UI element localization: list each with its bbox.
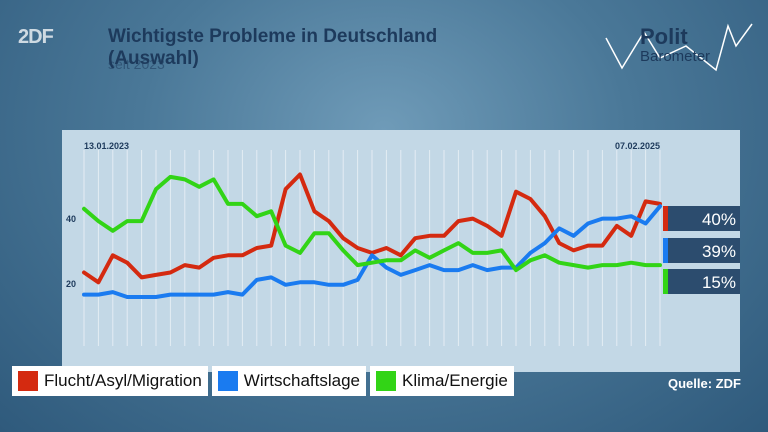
zdf-logo: 2DF [18, 26, 54, 48]
end-label-marker-0 [663, 206, 668, 231]
end-labels: 40% 39% 15% [663, 206, 740, 294]
politbarometer-barometer: Barometer [640, 48, 711, 65]
end-label-box-0 [668, 206, 740, 231]
legend: Flucht/Asyl/Migration Wirtschaftslage Kl… [12, 366, 518, 396]
chart-subtitle: seit 2023 [108, 56, 165, 72]
date-start-label: 13.01.2023 [84, 141, 129, 151]
end-label-box-1 [668, 238, 740, 263]
end-label-2: 15% [702, 273, 736, 292]
legend-label-economy: Wirtschaftslage [243, 371, 360, 390]
legend-item-migration: Flucht/Asyl/Migration [12, 366, 208, 396]
chart-title-line2: (Auswahl) [108, 48, 199, 69]
end-label-box-2 [668, 269, 740, 294]
series-line-1 [82, 204, 662, 299]
source-label: Quelle: ZDF [668, 376, 741, 391]
end-label-marker-1 [663, 238, 668, 263]
politbarometer-polit: Polit [640, 24, 688, 49]
series-line-2 [82, 174, 662, 273]
ytick-20: 20 [66, 279, 76, 289]
date-end-label: 07.02.2025 [615, 141, 660, 151]
politbarometer-logo-icon [605, 23, 753, 72]
legend-label-migration: Flucht/Asyl/Migration [44, 371, 202, 390]
end-label-1: 39% [702, 242, 736, 261]
legend-item-climate: Klima/Energie [369, 366, 514, 396]
ytick-40: 40 [66, 214, 76, 224]
chart-title: Wichtigste Probleme in Deutschland [108, 26, 438, 47]
series-lines [82, 172, 662, 299]
legend-swatch-climate [375, 371, 396, 391]
end-label-0: 40% [702, 210, 736, 229]
legend-label-climate: Klima/Energie [401, 371, 508, 390]
legend-item-economy: Wirtschaftslage [211, 366, 366, 396]
legend-swatch-economy [217, 371, 238, 391]
series-line-0 [82, 172, 662, 285]
end-label-marker-2 [663, 269, 668, 294]
legend-swatch-migration [18, 371, 38, 391]
